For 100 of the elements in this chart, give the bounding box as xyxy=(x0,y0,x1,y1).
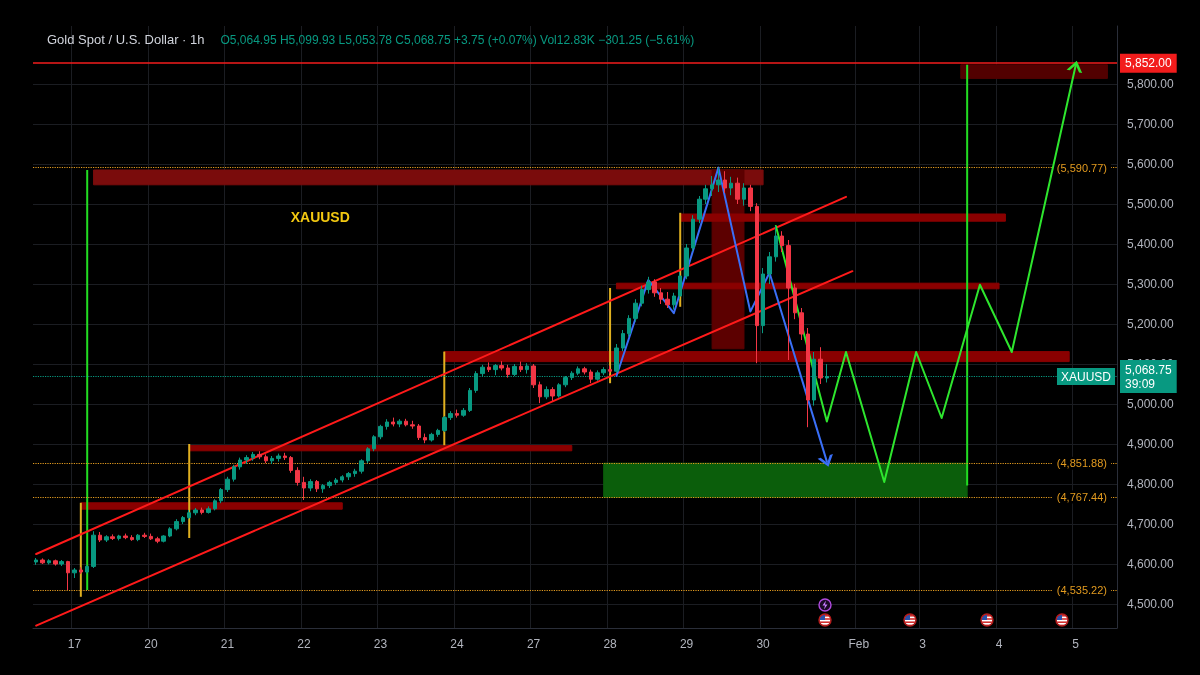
x-tick-label: 30 xyxy=(756,637,771,651)
y-tick-label: 5,000.00 xyxy=(1127,397,1175,411)
candlestick xyxy=(608,365,612,375)
candlestick xyxy=(264,453,268,464)
candlestick xyxy=(646,276,651,295)
candlestick xyxy=(72,567,77,579)
candlestick xyxy=(761,267,765,334)
y-tick-label: 5,800.00 xyxy=(1127,77,1175,91)
y-tick-label: 4,500.00 xyxy=(1127,597,1175,611)
candlestick xyxy=(40,557,45,565)
x-tick-label: Feb xyxy=(848,637,870,651)
candlestick xyxy=(780,230,784,253)
candlestick xyxy=(276,453,281,463)
candlestick xyxy=(550,386,555,402)
candlestick xyxy=(123,533,128,540)
candlestick xyxy=(659,287,663,305)
y-tick-label: 5,500.00 xyxy=(1127,197,1175,211)
candlestick xyxy=(684,243,689,280)
candlestick xyxy=(404,418,408,427)
y-tick-label: 5,300.00 xyxy=(1127,277,1175,291)
candlestick xyxy=(429,432,434,443)
candlestick xyxy=(353,468,357,478)
candlestick xyxy=(47,558,51,565)
candlestick xyxy=(672,292,676,311)
x-tick-label: 21 xyxy=(220,637,235,651)
candlestick xyxy=(818,346,823,385)
candlestick xyxy=(691,214,695,252)
y-tick-label: 4,800.00 xyxy=(1127,477,1175,491)
candlestick xyxy=(34,557,38,566)
candlestick xyxy=(136,533,140,542)
ref-line-label: (4,535.22) xyxy=(1056,583,1107,596)
candlestick xyxy=(455,409,459,419)
candlestick xyxy=(735,177,740,205)
annotation: XAUUSD xyxy=(1060,369,1112,384)
candlestick xyxy=(372,434,376,452)
candlestick xyxy=(270,455,274,465)
candlestick xyxy=(66,560,70,591)
candlestick xyxy=(142,532,147,539)
y-tick-label: 5,600.00 xyxy=(1127,157,1175,171)
candlestick xyxy=(652,278,657,298)
candlestick xyxy=(519,361,523,373)
candlestick xyxy=(742,182,746,207)
candlestick xyxy=(308,478,313,492)
ref-line-label: (4,767.44) xyxy=(1056,491,1107,504)
candlestick xyxy=(327,480,332,489)
candlestick xyxy=(359,458,364,475)
candlestick xyxy=(633,298,638,323)
candlestick xyxy=(283,452,287,461)
candlestick xyxy=(665,291,670,309)
candlestick xyxy=(98,531,102,543)
y-tick-label: 4,700.00 xyxy=(1127,517,1175,531)
annotation: XAUUSD xyxy=(290,208,350,225)
candlestick xyxy=(378,424,383,440)
candlestick xyxy=(544,385,549,400)
bar xyxy=(79,502,82,597)
candlestick xyxy=(417,423,421,441)
candlestick xyxy=(232,464,236,483)
candlestick xyxy=(85,564,89,575)
candlestick xyxy=(385,418,389,431)
x-tick-label: 22 xyxy=(297,637,311,651)
y-tick-label: 4,600.00 xyxy=(1127,557,1175,571)
candlestick xyxy=(582,366,587,375)
candlestick xyxy=(506,364,510,379)
candlestick xyxy=(621,329,625,352)
y-tick-label: 5,200.00 xyxy=(1127,317,1175,331)
candlestick xyxy=(391,417,395,427)
chart-title: Gold Spot / U.S. Dollar · 1h xyxy=(47,32,205,47)
candlestick xyxy=(289,455,293,474)
candlestick xyxy=(793,283,797,320)
y-tick-label: 4,900.00 xyxy=(1127,437,1175,451)
candlestick xyxy=(315,479,319,493)
candlestick xyxy=(755,202,759,364)
candlestick xyxy=(493,363,498,376)
candlestick xyxy=(302,476,306,501)
candlestick xyxy=(219,487,223,504)
candlestick xyxy=(155,536,160,544)
candlestick xyxy=(366,446,370,464)
candlestick xyxy=(181,515,185,525)
bar xyxy=(86,170,89,590)
candlestick xyxy=(806,327,810,428)
candlestick xyxy=(200,507,204,515)
candlestick xyxy=(130,534,134,542)
y-tick-label: 5,700.00 xyxy=(1127,117,1175,131)
candlestick xyxy=(436,428,440,438)
candlestick xyxy=(168,526,172,538)
candlestick xyxy=(640,285,644,307)
x-tick-label: 4 xyxy=(995,637,1003,651)
candlestick xyxy=(723,170,727,194)
y-tick-label: 5,400.00 xyxy=(1127,237,1175,251)
x-tick-label: 29 xyxy=(679,637,694,651)
candlestick xyxy=(257,450,262,460)
candlestick xyxy=(149,533,153,541)
candlestick xyxy=(251,451,255,462)
candlestick xyxy=(193,507,198,516)
candlestick xyxy=(213,498,217,511)
candlestick xyxy=(799,307,804,341)
x-tick-label: 17 xyxy=(67,637,82,651)
candlestick xyxy=(767,251,772,285)
candlestick xyxy=(627,314,631,338)
candlestick xyxy=(461,407,466,418)
